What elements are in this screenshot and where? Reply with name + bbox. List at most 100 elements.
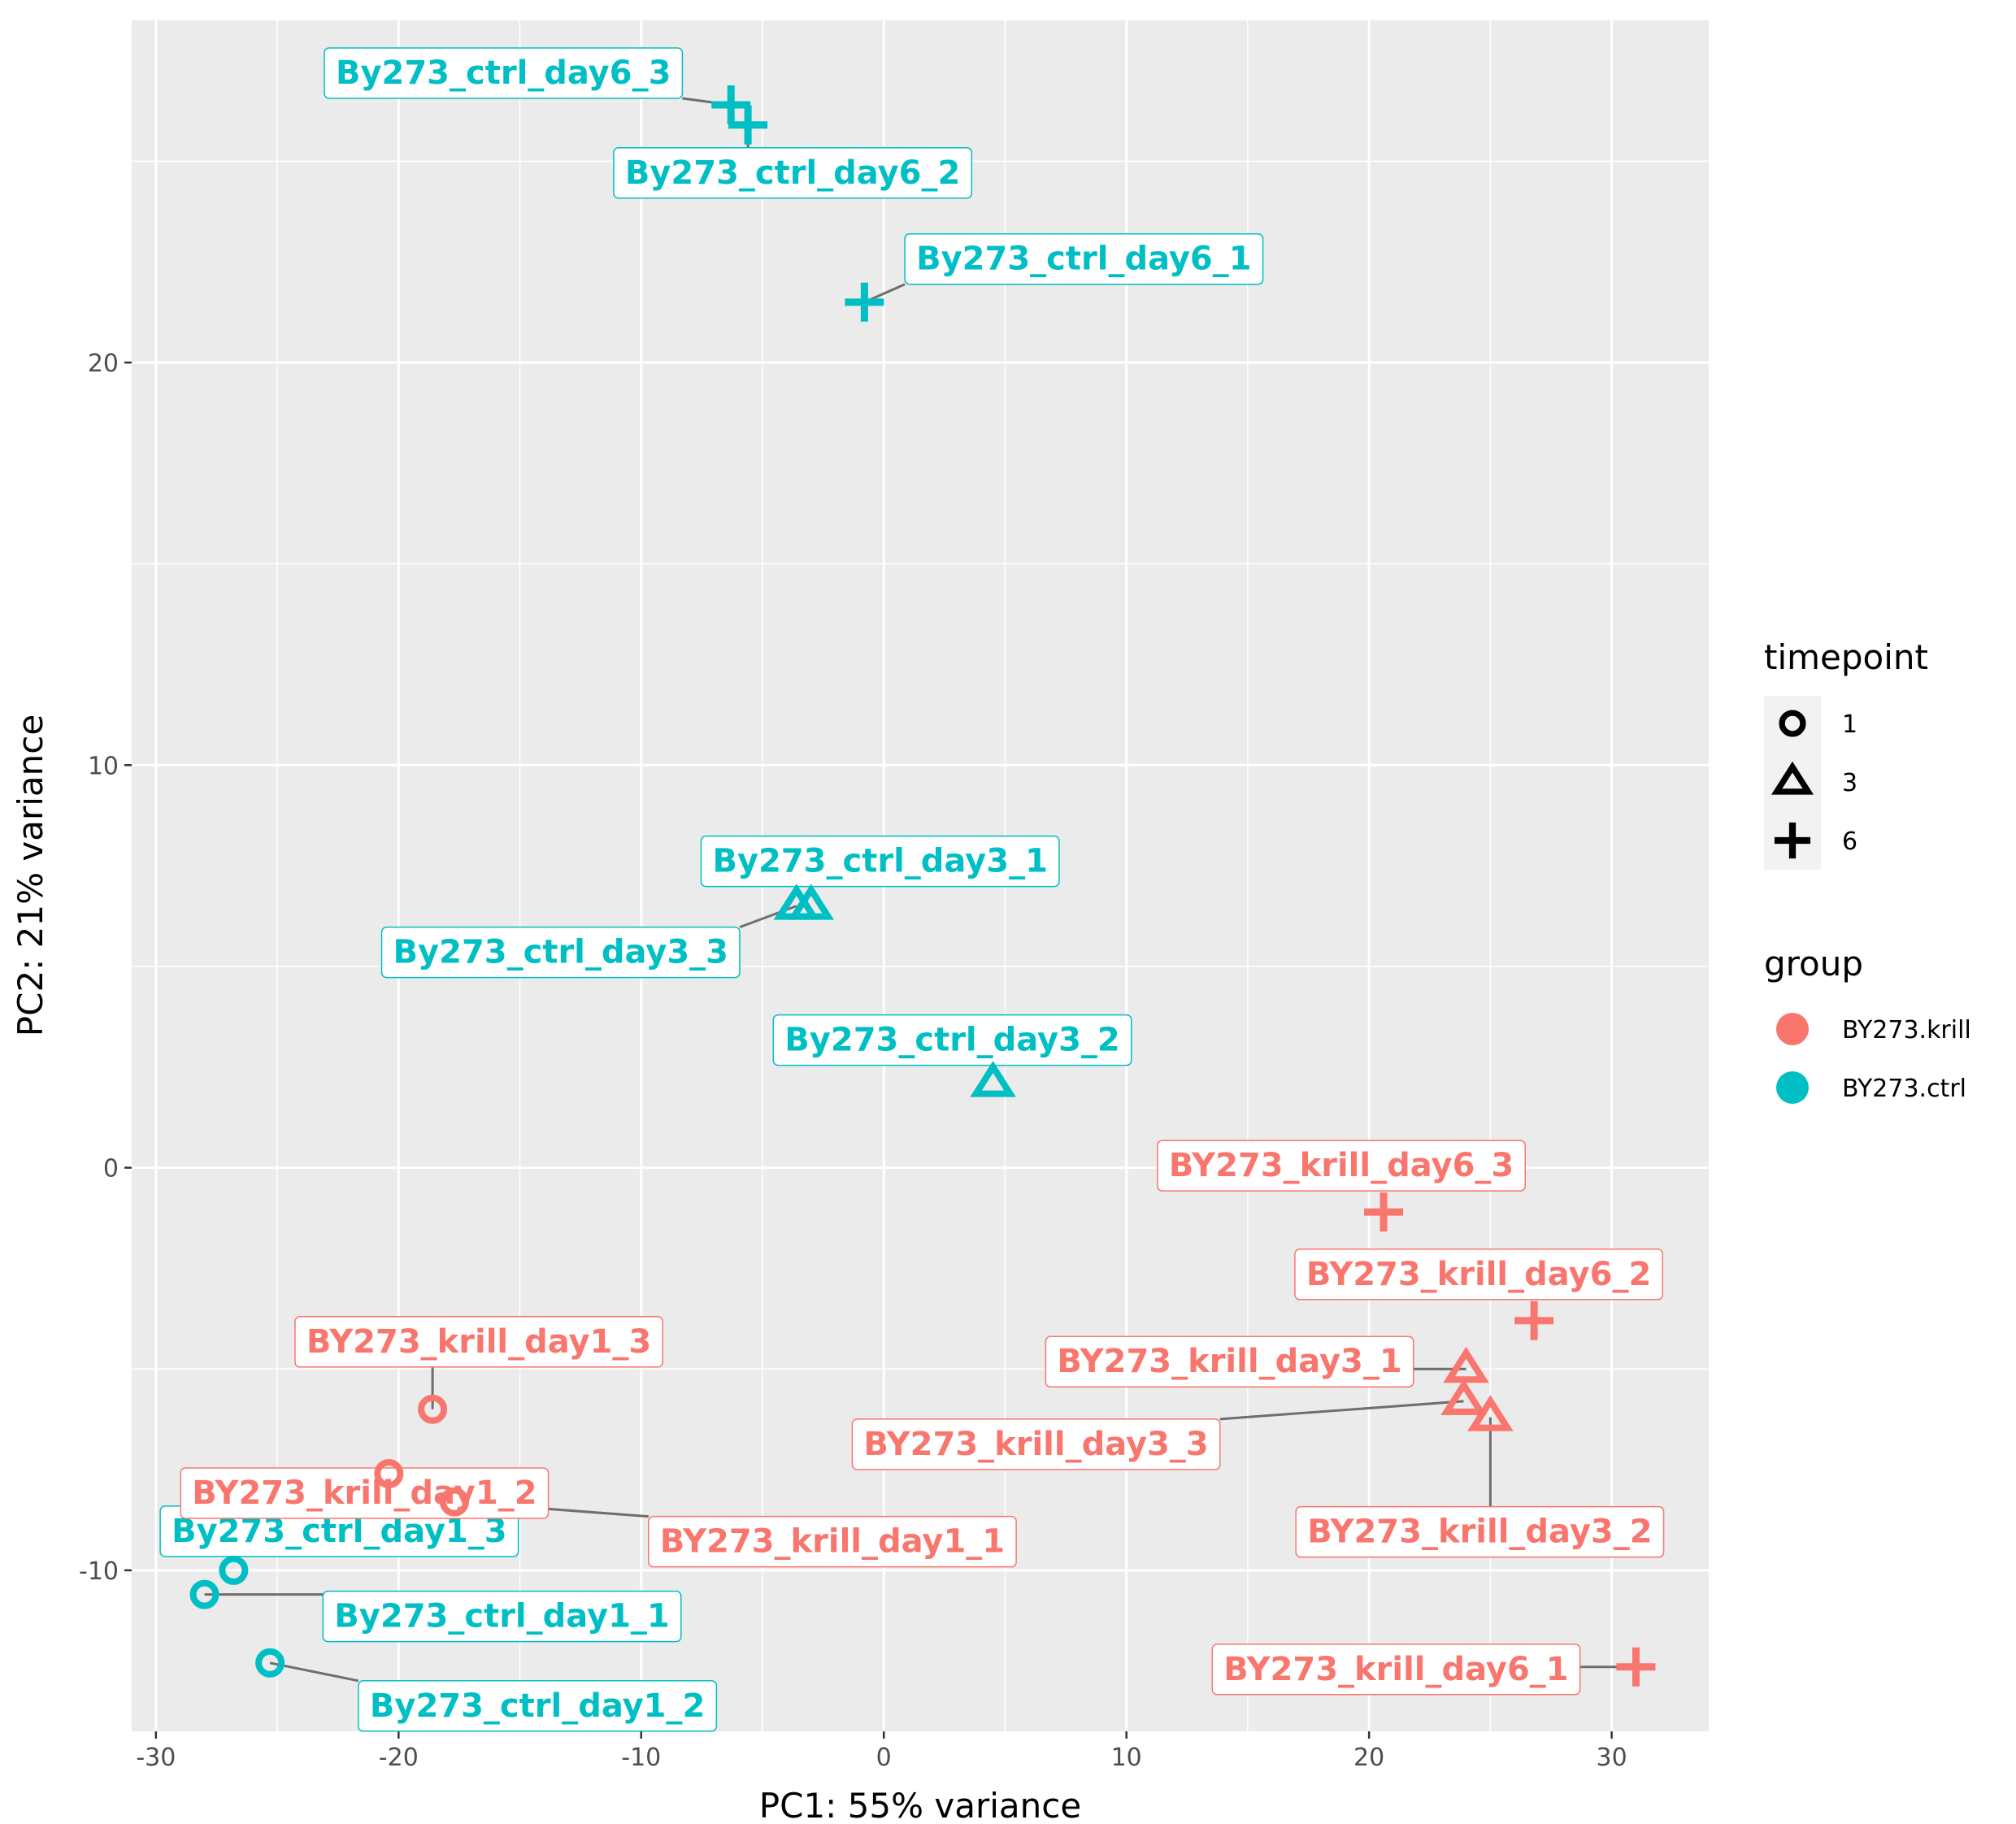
label-box-border <box>1045 1335 1414 1388</box>
legend-color-items: BY273.krill BY273.ctrl <box>1776 1013 1971 1104</box>
point-label: By273_ctrl_day3_2 <box>784 1022 1119 1059</box>
point-label-box: By273_ctrl_day6_2 <box>613 147 973 199</box>
point-label: BY273_krill_day1_3 <box>306 1323 651 1361</box>
point-label: By273_ctrl_day6_1 <box>916 241 1251 278</box>
label-box-border <box>180 1467 550 1519</box>
legend-color-label: BY273.krill <box>1842 1016 1971 1044</box>
label-box-border <box>851 1418 1221 1470</box>
label-box-border <box>772 1014 1132 1066</box>
point-label-box: By273_ctrl_day3_3 <box>380 926 741 979</box>
x-tick-label: -20 <box>379 1744 419 1772</box>
label-box-border <box>358 1680 718 1732</box>
label-box-border <box>904 232 1264 285</box>
y-tick-label: -10 <box>79 1557 119 1586</box>
point-label: BY273_krill_day3_3 <box>863 1426 1208 1463</box>
point-label-box: By273_ctrl_day3_2 <box>772 1014 1132 1066</box>
y-tick-label: 10 <box>88 752 119 780</box>
point-label: By273_ctrl_day1_1 <box>334 1598 669 1635</box>
point-label-box: BY273_krill_day3_1 <box>1045 1335 1414 1388</box>
legend-shape-triangle-icon <box>1771 761 1814 795</box>
data-point <box>1514 1301 1554 1340</box>
data-point <box>970 1061 1016 1097</box>
label-box-border <box>1294 1249 1664 1301</box>
point-label: BY273_krill_day6_1 <box>1223 1651 1568 1688</box>
data-point <box>1364 1192 1404 1232</box>
point-label-box: BY273_krill_day1_1 <box>648 1515 1017 1568</box>
point-label: By273_ctrl_day6_2 <box>625 154 960 192</box>
point-label-box: BY273_krill_day1_2 <box>180 1467 550 1519</box>
point-label: By273_ctrl_day3_3 <box>393 934 728 971</box>
point-label-box: BY273_krill_day6_3 <box>1157 1140 1526 1192</box>
label-box-border <box>324 47 684 99</box>
legend-shape-label: 1 <box>1842 710 1857 739</box>
data-point <box>728 105 768 145</box>
leader-line <box>1219 1400 1464 1421</box>
legend-color-title: group <box>1764 944 1863 984</box>
legend-shape-circle-icon <box>1779 710 1806 737</box>
point-label-box: By273_ctrl_day1_1 <box>322 1590 682 1643</box>
legend-shape-title: timepoint <box>1764 637 1928 677</box>
point-label-box: BY273_krill_day3_2 <box>1295 1505 1665 1558</box>
data-point <box>374 1459 404 1489</box>
data-point <box>219 1555 249 1585</box>
point-label-box: BY273_krill_day6_2 <box>1294 1249 1664 1301</box>
point-label: BY273_krill_day1_2 <box>192 1474 537 1512</box>
data-point <box>1440 1379 1487 1415</box>
data-point <box>1443 1346 1489 1383</box>
label-box-border <box>1295 1505 1665 1558</box>
data-point <box>711 85 751 125</box>
data-point <box>189 1579 219 1609</box>
x-tick-label: 20 <box>1353 1744 1384 1772</box>
point-label-box: By273_ctrl_day1_2 <box>358 1680 718 1732</box>
legend-shape-items: 1 3 6 <box>1771 710 1857 859</box>
point-label-box: BY273_krill_day6_1 <box>1211 1644 1581 1696</box>
label-box-border <box>700 835 1060 888</box>
label-box-border <box>380 926 741 979</box>
point-label-box: BY273_krill_day3_3 <box>851 1418 1221 1470</box>
legend-color-label: BY273.ctrl <box>1842 1075 1966 1103</box>
x-tick-label: -10 <box>621 1744 661 1772</box>
point-label: By273_ctrl_day1_2 <box>370 1687 705 1725</box>
y-tick-label: 20 <box>88 350 119 378</box>
legend-shape-plus-icon <box>1774 822 1811 859</box>
x-tick-label: -30 <box>136 1744 176 1772</box>
data-point <box>845 282 884 322</box>
x-axis-title: PC1: 55% variance <box>759 1786 1081 1824</box>
data-point <box>439 1487 469 1517</box>
legend-shape-label: 6 <box>1842 827 1857 856</box>
point-label: BY273_krill_day3_1 <box>1057 1343 1401 1380</box>
leader-line <box>269 1661 359 1683</box>
point-label-box: By273_ctrl_day6_3 <box>324 47 684 99</box>
point-label: By273_ctrl_day3_1 <box>712 843 1047 880</box>
y-tick-label: 0 <box>103 1155 119 1183</box>
data-point <box>1467 1395 1514 1431</box>
label-box-border <box>648 1515 1017 1568</box>
x-tick-label: 0 <box>876 1744 892 1772</box>
point-label: BY273_krill_day1_1 <box>660 1523 1005 1561</box>
label-box-border <box>613 147 973 199</box>
label-box-border <box>1211 1644 1581 1696</box>
point-label-box: BY273_krill_day1_3 <box>294 1316 664 1368</box>
label-box-border <box>294 1316 664 1368</box>
x-tick-label: 10 <box>1111 1744 1142 1772</box>
point-label-box: By273_ctrl_day6_1 <box>904 232 1264 285</box>
data-point <box>255 1648 285 1678</box>
x-tick-label: 30 <box>1597 1744 1627 1772</box>
legend: timepoint 1 3 6 group BY273.krill BY273.ctr… <box>1764 637 1971 1104</box>
data-point <box>418 1394 448 1424</box>
data-point <box>773 884 820 920</box>
legend-color-swatch <box>1776 1013 1809 1045</box>
point-label: By273_ctrl_day6_3 <box>336 54 671 92</box>
legend-shape-label: 3 <box>1842 769 1857 797</box>
label-box-border <box>1157 1140 1526 1192</box>
data-point <box>1616 1647 1656 1687</box>
y-axis: -10 0 10 20 <box>79 350 132 1586</box>
point-label: BY273_krill_day3_2 <box>1307 1513 1652 1551</box>
legend-color-swatch <box>1776 1071 1809 1104</box>
label-leader-lines <box>204 97 1636 1683</box>
point-label-box: By273_ctrl_day3_1 <box>700 835 1060 888</box>
point-label: BY273_krill_day6_3 <box>1169 1147 1514 1184</box>
y-axis-title: PC2: 21% variance <box>11 714 50 1036</box>
data-points <box>189 85 1656 1687</box>
